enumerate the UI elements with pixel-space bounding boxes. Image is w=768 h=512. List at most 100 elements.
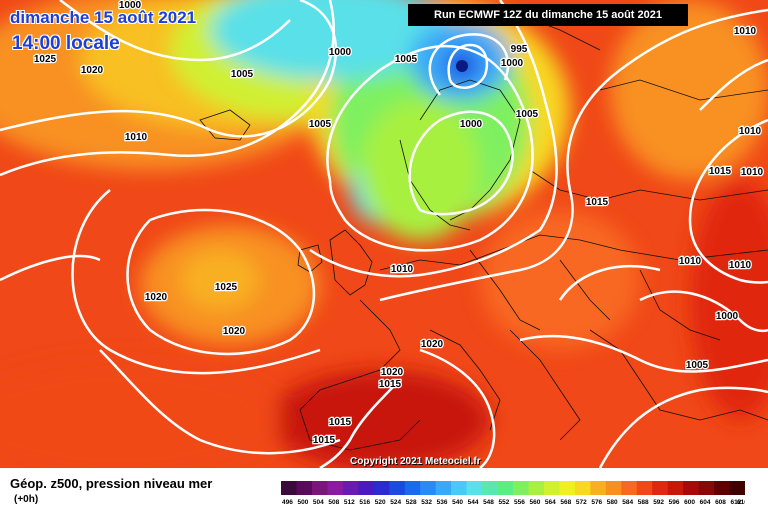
isobar-label: 1005	[231, 69, 254, 80]
scale-swatch	[528, 481, 545, 495]
scale-tick-label: 504	[313, 499, 324, 506]
isobar-label: 1010	[125, 132, 148, 143]
isobar-label: 1005	[516, 109, 539, 120]
isobar-label: 995	[511, 44, 528, 55]
scale-tick-label: 588	[638, 499, 649, 506]
scale-tick-label: 508	[328, 499, 339, 506]
scale-swatch	[590, 481, 607, 495]
isobar-label: 1010	[739, 126, 762, 137]
scale-tick-label: 516	[359, 499, 370, 506]
scale-swatch	[714, 481, 731, 495]
isobar-label: 1015	[313, 435, 336, 446]
isobar-label: 1020	[381, 367, 404, 378]
isobar-label: 1020	[81, 65, 104, 76]
scale-tick-label: 572	[576, 499, 587, 506]
scale-tick-label: 556	[514, 499, 525, 506]
isobar-label: 1005	[395, 54, 418, 65]
isobar-label: 1000	[329, 47, 352, 58]
isobar-label: 1010	[729, 260, 752, 271]
isobar-label: 1010	[734, 26, 757, 37]
scale-tick-label: 548	[483, 499, 494, 506]
z500-color-field	[0, 0, 768, 468]
scale-tick-label: 604	[700, 499, 711, 506]
run-info-banner: Run ECMWF 12Z du dimanche 15 août 2021	[408, 4, 688, 26]
scale-swatch	[543, 481, 560, 495]
coastlines	[199, 9, 768, 451]
isobars	[0, 0, 768, 468]
scale-tick-label: 608	[715, 499, 726, 506]
isobar-label: 1020	[223, 326, 246, 337]
scale-tick-label: 496	[282, 499, 293, 506]
scale-swatch	[327, 481, 344, 495]
scale-swatch	[420, 481, 437, 495]
weather-map: 1000 1025 1020 1005 1000 1005 995 1000 1010 1005 1…	[0, 0, 768, 468]
scale-tick-label: 524	[390, 499, 401, 506]
map-date-title: dimanche 15 août 2021	[10, 8, 197, 27]
copyright-text: Copyright 2021 Meteociel.fr	[350, 456, 481, 467]
scale-tick-label: 568	[560, 499, 571, 506]
scale-tick-label: 612	[731, 499, 742, 506]
scale-swatch	[373, 481, 390, 495]
scale-tick-label: 584	[622, 499, 633, 506]
scale-swatch	[451, 481, 468, 495]
isobar-label: 1000	[716, 311, 739, 322]
scale-swatch	[698, 481, 715, 495]
scale-tick-label: 592	[653, 499, 664, 506]
low-pressure-center	[456, 60, 468, 72]
scale-swatch	[358, 481, 375, 495]
isobar-label: 1000	[119, 0, 142, 11]
scale-swatch	[281, 481, 297, 495]
scale-swatch	[605, 481, 622, 495]
scale-tick-label: 544	[468, 499, 479, 506]
scale-swatch	[621, 481, 638, 495]
scale-swatch	[636, 481, 653, 495]
isobar-label: 1015	[329, 417, 352, 428]
scale-tick-label: 616	[737, 499, 745, 506]
isobar-label: 1010	[391, 264, 414, 275]
scale-tick-label: 596	[669, 499, 680, 506]
scale-tick-label: 560	[529, 499, 540, 506]
scale-swatch	[497, 481, 514, 495]
scale-swatch	[404, 481, 421, 495]
scale-tick-label: 512	[344, 499, 355, 506]
scale-swatch	[667, 481, 684, 495]
scale-tick-label: 564	[545, 499, 556, 506]
scale-swatch	[389, 481, 406, 495]
scale-tick-label: 576	[591, 499, 602, 506]
isobar-label: 1005	[686, 360, 709, 371]
scale-tick-label: 520	[375, 499, 386, 506]
scale-swatch	[513, 481, 529, 495]
scale-tick-label: 580	[607, 499, 618, 506]
isobar-label: 1010	[741, 167, 764, 178]
scale-tick-label: 500	[297, 499, 308, 506]
isobar-label: 1000	[460, 119, 483, 130]
scale-swatch	[466, 481, 483, 495]
scale-tick-label: 528	[406, 499, 417, 506]
scale-tick-label: 536	[437, 499, 448, 506]
map-time-title: 14:00 locale	[12, 33, 120, 54]
scale-tick-label: 532	[421, 499, 432, 506]
isobar-label: 1000	[501, 58, 524, 69]
scale-tick-label: 540	[452, 499, 463, 506]
isobar-label: 1015	[379, 379, 402, 390]
isobar-label: 1005	[309, 119, 332, 130]
scale-swatch	[482, 481, 499, 495]
scale-swatch	[559, 481, 576, 495]
isobar-label: 1020	[145, 292, 168, 303]
scale-swatch	[342, 481, 359, 495]
isobar-label: 1020	[421, 339, 444, 350]
isobar-label: 1015	[586, 197, 609, 208]
scale-swatch	[296, 481, 313, 495]
scale-swatch	[652, 481, 669, 495]
color-scale-legend: 496 500 504 508 512 516 520 524 528 532 536 540 544 5…	[281, 481, 745, 506]
isobar-labels: 1000 1025 1020 1005 1000 1005 995 1000 1010 1005 1…	[33, 0, 765, 447]
footer-title: Géop. z500, pression niveau mer	[10, 476, 213, 491]
isobar-label: 1025	[215, 282, 238, 293]
scale-tick-label: 552	[499, 499, 510, 506]
isobar-label: 1025	[34, 54, 57, 65]
scale-swatch	[729, 481, 745, 495]
isobar-label: 1015	[709, 166, 732, 177]
scale-swatch	[683, 481, 700, 495]
scale-swatch	[311, 481, 328, 495]
